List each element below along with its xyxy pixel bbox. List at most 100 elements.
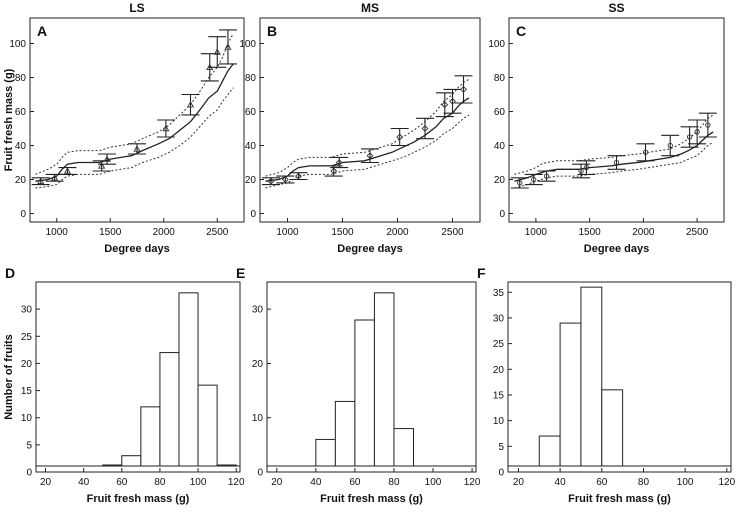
plot-frame	[507, 281, 732, 473]
data-point	[667, 142, 673, 149]
y-tick-label: 0	[250, 209, 256, 220]
data-point	[224, 43, 232, 50]
panel-letter: E	[236, 265, 245, 281]
x-tick-label: 80	[154, 477, 166, 488]
mean-line	[35, 63, 234, 182]
y-tick-label: 10	[21, 413, 33, 424]
panel-b: MS B 1000 1500 2000 2500 0 20 40 60 80 100 Degree da…	[239, 1, 481, 255]
data-point	[63, 167, 72, 174]
histogram-bar	[334, 400, 356, 467]
data-point	[396, 133, 404, 141]
y-tick-label: 60	[245, 107, 257, 118]
histogram-bar	[121, 455, 142, 467]
x-tick-label: 20	[40, 477, 52, 488]
data-point	[531, 176, 537, 183]
y-tick-label: 100	[9, 39, 26, 50]
data-point	[335, 159, 343, 166]
y-tick-label: 100	[488, 39, 505, 50]
data-point	[213, 48, 221, 55]
panel-letter: B	[267, 23, 277, 39]
panel-title: SS	[608, 1, 624, 15]
y-tick-label: 10	[493, 416, 505, 427]
data-point	[694, 129, 700, 135]
bound-line	[265, 78, 470, 177]
x-tick-label: 120	[464, 477, 481, 488]
data-point	[583, 164, 590, 171]
y-tick-label: 20	[252, 359, 264, 370]
x-tick-label: 2500	[206, 227, 229, 238]
x-axis-label: Degree days	[584, 243, 649, 255]
y-axis-label: Number of fruits	[3, 334, 15, 420]
data-point	[267, 177, 275, 185]
plot-frame	[508, 17, 725, 223]
y-tick-label: 20	[15, 175, 27, 186]
bound-line	[35, 33, 234, 175]
histogram-bar	[354, 319, 375, 467]
data-point	[133, 145, 141, 152]
y-tick-label: 0	[499, 209, 505, 220]
y-axis-label: Fruit fresh mass (g)	[3, 68, 15, 171]
data-point	[295, 172, 302, 180]
data-point	[642, 149, 649, 155]
x-tick-label: 120	[718, 477, 735, 488]
x-axis-label: Degree days	[337, 243, 402, 255]
y-tick-label: 20	[21, 359, 33, 370]
x-tick-label: 1500	[579, 227, 602, 238]
mean-line	[265, 97, 470, 182]
histogram-bar	[538, 435, 561, 467]
panel-letter: A	[37, 23, 47, 39]
x-tick-label: 120	[228, 477, 245, 488]
y-tick-label: 20	[245, 175, 257, 186]
x-tick-label: 100	[677, 477, 694, 488]
y-tick-label: 20	[494, 175, 506, 186]
plot-frame	[29, 17, 245, 223]
data-point	[613, 159, 620, 166]
y-tick-label: 80	[15, 73, 27, 84]
data-point	[686, 134, 693, 140]
y-tick-label: 15	[493, 390, 505, 401]
panel-letter: F	[477, 265, 486, 281]
x-tick-label: 80	[638, 477, 650, 488]
x-tick-label: 2000	[153, 227, 176, 238]
data-point	[421, 125, 429, 132]
y-tick-label: 40	[15, 141, 27, 152]
data-point	[543, 173, 550, 179]
data-point	[162, 124, 170, 132]
x-tick-label: 40	[310, 477, 322, 488]
histogram-bar	[197, 384, 218, 467]
x-tick-label: 2000	[632, 227, 655, 238]
x-tick-label: 1000	[276, 227, 299, 238]
data-point	[449, 97, 456, 105]
y-tick-label: 30	[252, 305, 264, 316]
data-point	[578, 168, 584, 174]
y-tick-label: 40	[494, 141, 506, 152]
panel-c: SS C 1000 1500 2000 2500 0 20 40 60 80 100 Degree da…	[488, 1, 725, 255]
x-tick-label: 60	[349, 477, 361, 488]
x-axis-label: Degree days	[104, 243, 169, 255]
plot-frame	[35, 281, 241, 473]
mean-line	[514, 131, 714, 182]
x-tick-label: 1000	[46, 227, 69, 238]
y-tick-label: 5	[498, 442, 504, 453]
histogram-bar	[393, 428, 414, 467]
panel-f: F 20 40 60 80 100 120 0 5 10 15 20 25 30 35 Fruit fresh…	[477, 265, 736, 505]
bound-line	[514, 141, 714, 189]
x-tick-label: 100	[425, 477, 442, 488]
y-tick-label: 25	[21, 332, 33, 343]
y-tick-label: 0	[20, 209, 26, 220]
histogram-bar	[580, 286, 603, 467]
x-tick-label: 2500	[441, 227, 464, 238]
histogram-bar	[159, 352, 180, 467]
bound-line	[35, 87, 234, 189]
data-point	[366, 152, 374, 160]
x-tick-label: 60	[596, 477, 608, 488]
panel-title: MS	[361, 1, 379, 15]
data-point	[37, 177, 45, 184]
panel-a: LS A 1000 1500 2000 2500 0 20 40 60 80 100 Degree da…	[3, 1, 245, 255]
y-tick-label: 5	[26, 440, 32, 451]
plot-frame	[266, 281, 477, 473]
x-axis-label: Fruit fresh mass (g)	[320, 493, 423, 505]
y-tick-label: 80	[245, 73, 257, 84]
x-tick-label: 1500	[331, 227, 354, 238]
